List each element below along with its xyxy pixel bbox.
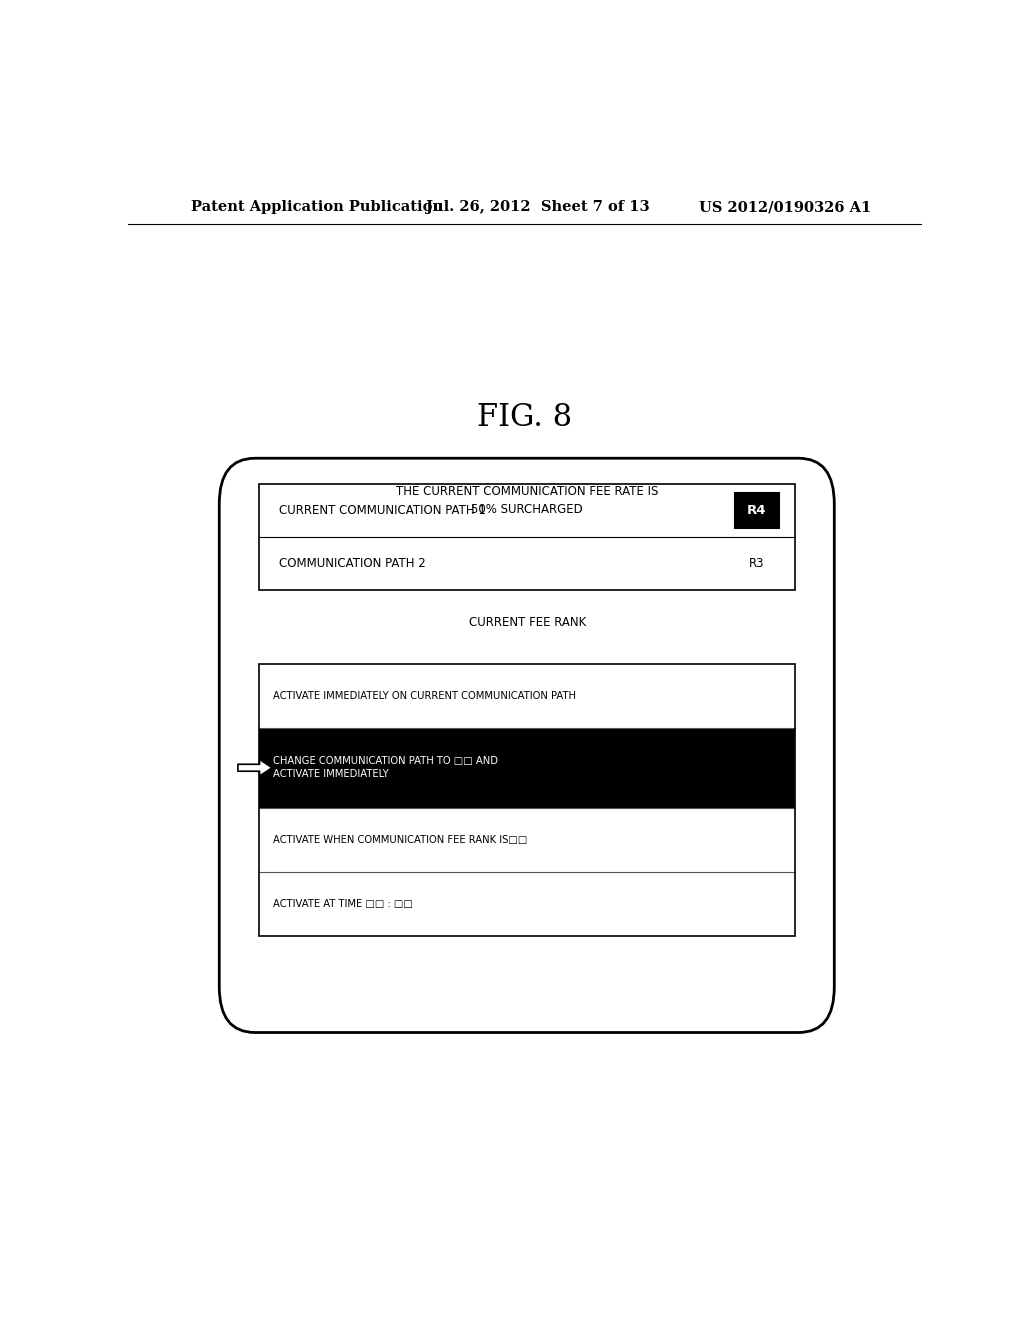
Text: FIG. 8: FIG. 8 [477,403,572,433]
Bar [259,873,795,936]
FancyArrowPatch shape [238,759,272,776]
Bar [259,727,795,808]
Text: CURRENT COMMUNICATION PATH 1: CURRENT COMMUNICATION PATH 1 [279,504,485,517]
Text: Jul. 26, 2012  Sheet 7 of 13: Jul. 26, 2012 Sheet 7 of 13 [426,201,649,214]
Text: Patent Application Publication: Patent Application Publication [191,201,443,214]
Bar [259,664,795,936]
Bar [735,494,779,528]
Text: R4: R4 [748,504,767,517]
FancyBboxPatch shape [219,458,835,1032]
Bar [259,664,795,727]
Text: ACTIVATE IMMEDIATELY ON CURRENT COMMUNICATION PATH: ACTIVATE IMMEDIATELY ON CURRENT COMMUNIC… [273,690,577,701]
Text: CURRENT FEE RANK: CURRENT FEE RANK [469,616,586,630]
Text: ACTIVATE AT TIME □□ : □□: ACTIVATE AT TIME □□ : □□ [273,899,413,909]
Text: ACTIVATE WHEN COMMUNICATION FEE RANK IS□□: ACTIVATE WHEN COMMUNICATION FEE RANK IS□… [273,836,527,845]
Text: COMMUNICATION PATH 2: COMMUNICATION PATH 2 [279,557,426,570]
Text: CHANGE COMMUNICATION PATH TO □□ AND
ACTIVATE IMMEDIATELY: CHANGE COMMUNICATION PATH TO □□ AND ACTI… [273,756,499,779]
Bar [259,483,795,590]
Bar [259,808,795,873]
Text: R3: R3 [750,557,765,570]
Text: 50% SURCHARGED: 50% SURCHARGED [471,503,583,516]
Text: US 2012/0190326 A1: US 2012/0190326 A1 [699,201,871,214]
Text: THE CURRENT COMMUNICATION FEE RATE IS: THE CURRENT COMMUNICATION FEE RATE IS [396,486,658,498]
